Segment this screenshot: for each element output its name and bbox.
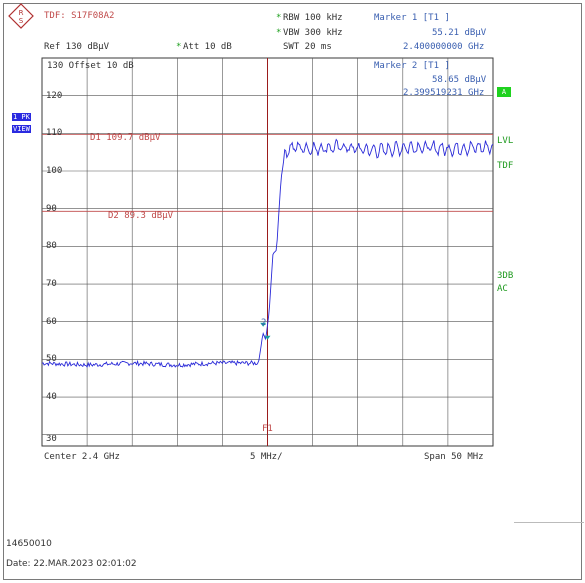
attenuation: Att 10 dB — [183, 42, 232, 52]
marker-2-symbol — [260, 322, 267, 327]
screenshot-frame — [3, 3, 582, 580]
display-line-d2-label: D2 89.3 dBµV — [108, 211, 174, 221]
trace-detector-label: TDF: S17F08A2 — [44, 11, 115, 21]
y-tick-label: 50 — [46, 354, 57, 365]
span-value: Span 50 MHz — [424, 452, 484, 462]
record-id: 14650010 — [6, 539, 52, 549]
trace-view-badge: VIEW — [12, 125, 31, 133]
y-tick-label: 30 — [46, 434, 57, 444]
vbw-star: * — [276, 28, 282, 38]
y-tick-label: 100 — [46, 166, 63, 176]
marker2-freq: 2.399519231 GHz — [403, 88, 485, 98]
svg-text:S: S — [19, 17, 24, 25]
center-frequency: Center 2.4 GHz — [44, 452, 120, 462]
marker1-freq: 2.400000000 GHz — [403, 42, 485, 52]
marker2-plot-label: 2 — [261, 318, 267, 328]
y-tick-label: 40 — [46, 392, 57, 403]
trace-pk-badge: 1 PK — [12, 113, 31, 121]
ref-level: Ref 130 dBµV — [44, 42, 110, 52]
y-tick-label: 80 — [46, 241, 57, 252]
divider-line — [514, 522, 584, 523]
date-stamp: Date: 22.MAR.2023 02:01:02 — [6, 559, 137, 569]
svg-text:R: R — [19, 9, 24, 17]
sweep-time: SWT 20 ms — [283, 42, 332, 52]
offset-label: 130 Offset 10 dB — [47, 61, 134, 71]
marker-1-symbol — [264, 335, 271, 340]
vbw-value: VBW 300 kHz — [283, 28, 343, 38]
rs-logo: R S — [8, 3, 34, 32]
span-per-div: 5 MHz/ — [250, 452, 283, 462]
y-tick-label: 60 — [46, 316, 57, 327]
display-line-d1-label: D1 109.7 dBµV — [90, 133, 161, 143]
y-tick-label: 110 — [46, 128, 63, 139]
rbw-value: RBW 100 kHz — [283, 13, 343, 23]
marker2-level: 58.65 dBµV — [432, 75, 487, 85]
spectrum-trace — [41, 138, 494, 368]
marker1-title: Marker 1 [T1 ] — [374, 13, 450, 23]
marker1-level: 55.21 dBµV — [432, 28, 487, 38]
ac-indicator: AC — [497, 284, 508, 294]
y-tick-label: 70 — [46, 279, 57, 290]
marker2-title: Marker 2 [T1 ] — [374, 61, 450, 71]
y-tick-label: 120 — [46, 90, 63, 101]
y-tick-label: 90 — [46, 203, 57, 214]
tdf-indicator: TDF — [497, 161, 514, 171]
active-trace-a-box: A — [497, 87, 511, 97]
rbw-star: * — [276, 13, 282, 23]
f1-label: F1 — [262, 424, 273, 434]
att-star: * — [176, 42, 182, 52]
3db-indicator: 3DB — [497, 271, 514, 281]
lvl-indicator: LVL — [497, 136, 514, 146]
